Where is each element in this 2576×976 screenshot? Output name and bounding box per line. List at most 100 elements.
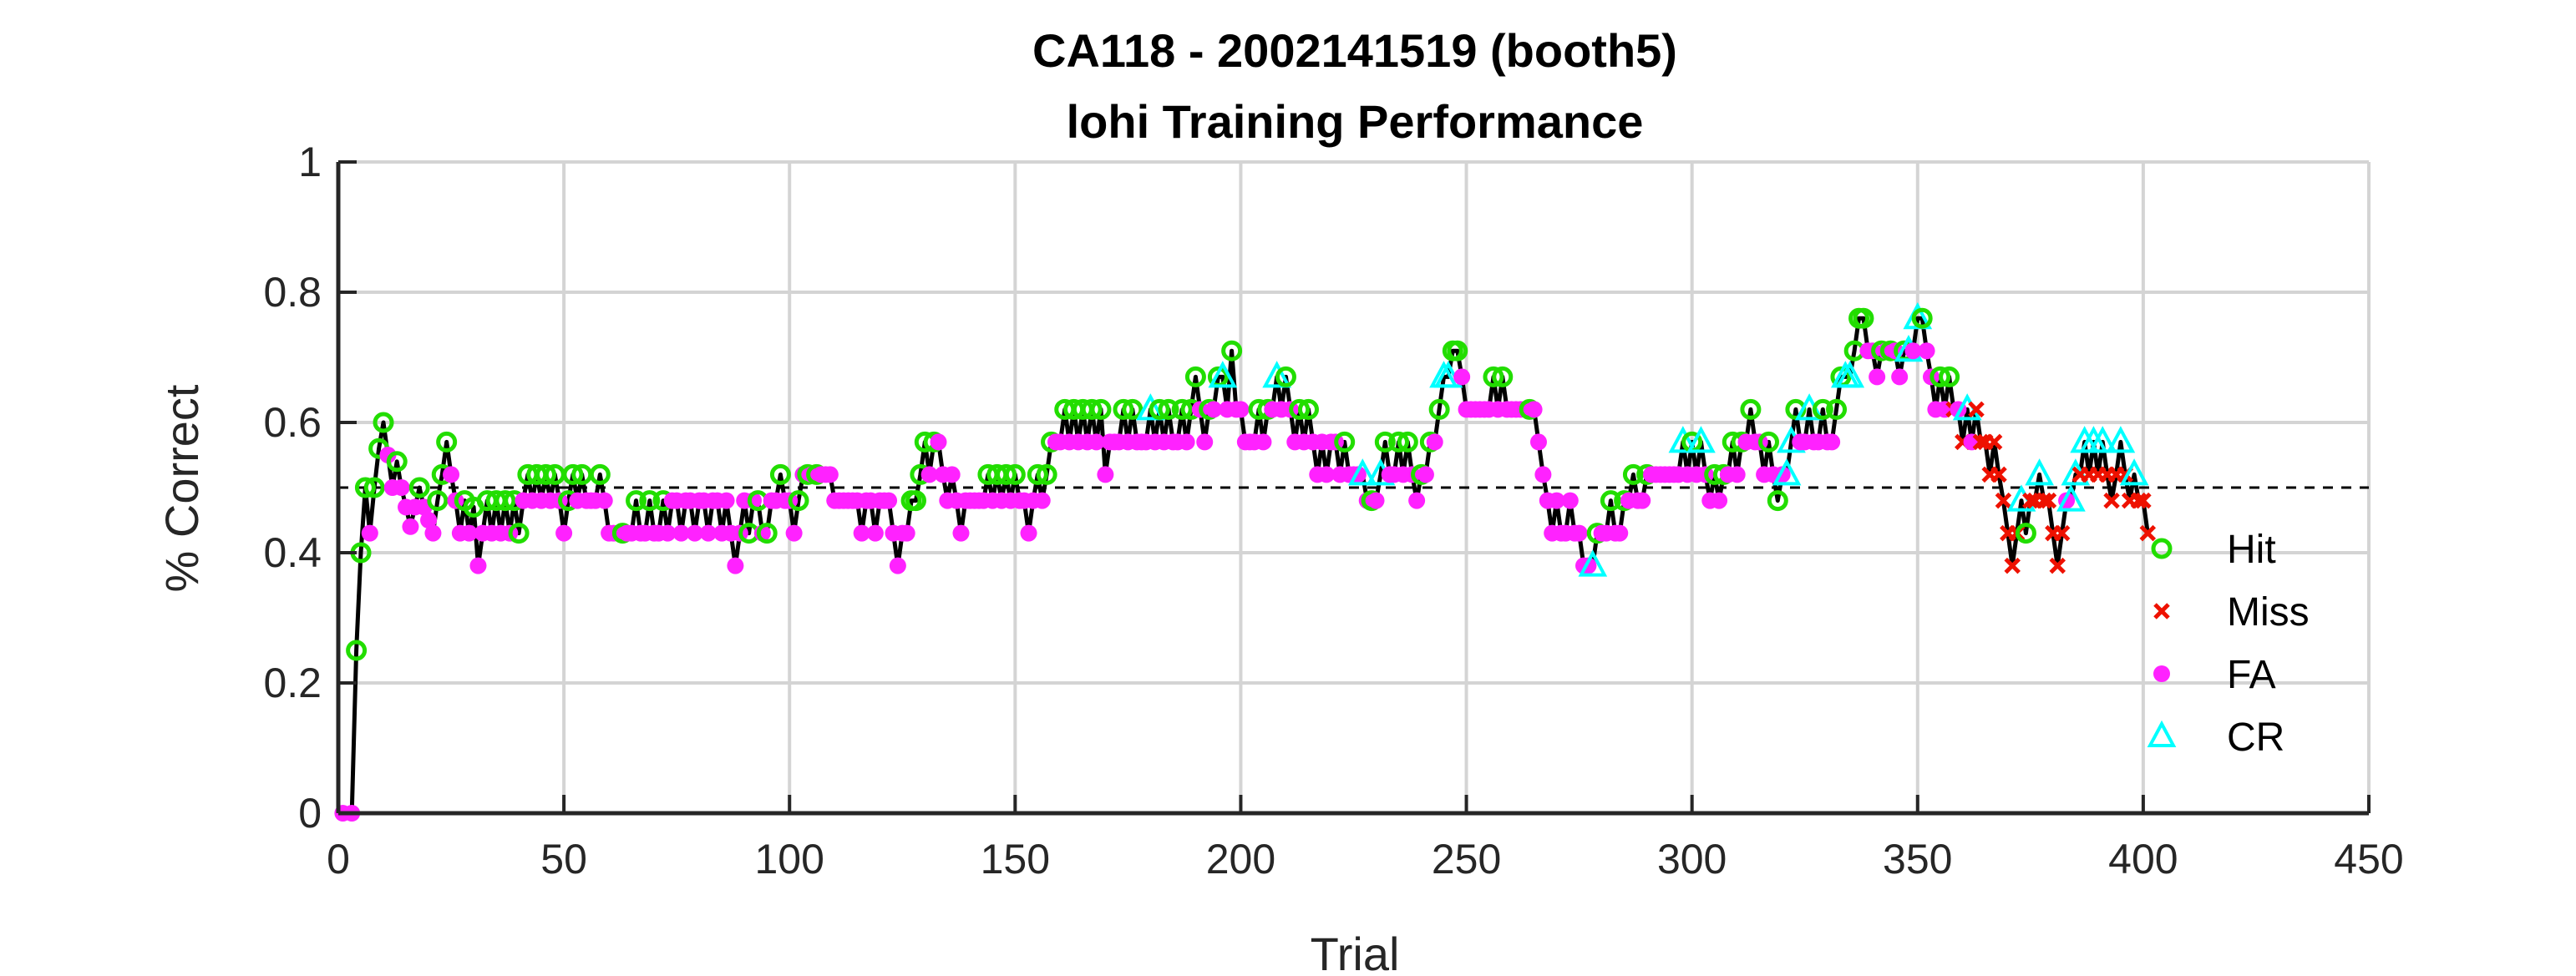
fa-marker	[1097, 466, 1114, 483]
fa-marker	[1525, 401, 1543, 418]
fa-marker	[1196, 433, 1214, 451]
fa-marker	[686, 524, 703, 542]
fa-marker	[460, 524, 478, 542]
y-tick-label: 0.4	[263, 529, 322, 576]
fa-marker	[1534, 466, 1552, 483]
hit-marker	[1622, 463, 1644, 485]
miss-marker	[2040, 492, 2057, 509]
fa-marker	[821, 466, 839, 483]
miss-marker	[2004, 557, 2021, 574]
fa-marker	[361, 524, 378, 542]
fa-marker	[1232, 401, 1250, 418]
fa-marker	[1823, 433, 1841, 451]
hit-marker	[769, 463, 791, 485]
fa-marker	[1634, 492, 1651, 509]
tick-labels: 0 50 100 150 200 250 300 350 400 450 0 0.2 0.4 0.6 0.8…	[263, 139, 2403, 882]
hit-marker	[905, 490, 926, 512]
hit-marker	[1767, 490, 1788, 512]
x-tick-label: 300	[1657, 836, 1727, 882]
fa-marker	[880, 492, 898, 509]
fa-marker	[943, 466, 961, 483]
fa-marker	[930, 433, 947, 451]
fa-marker	[853, 524, 870, 542]
hit-marker	[1113, 398, 1134, 420]
fa-marker	[469, 557, 487, 574]
x-tick-label: 0	[327, 836, 350, 882]
fa-marker	[596, 492, 613, 509]
fa-marker	[1255, 433, 1272, 451]
fa-marker	[1869, 368, 1886, 386]
cr-marker	[2087, 426, 2117, 453]
hit-marker	[1740, 398, 1762, 420]
hit-marker	[589, 463, 611, 485]
cr-marker	[1668, 426, 1698, 453]
fa-marker	[1548, 492, 1565, 509]
hit-marker	[562, 463, 584, 485]
fa-marker	[898, 524, 915, 542]
fa-marker	[420, 512, 438, 528]
fa-marker	[672, 524, 690, 542]
fa-marker	[1561, 492, 1579, 509]
fa-marker	[1611, 524, 1629, 542]
hit-marker	[1297, 398, 1319, 420]
legend-entry: CR	[2147, 716, 2284, 760]
fa-marker	[1367, 492, 1385, 509]
chart-subtitle: lohi Training Performance	[1067, 95, 1644, 148]
hit-marker	[1600, 490, 1621, 512]
hit-marker	[427, 490, 449, 512]
hit-marker	[1758, 431, 1780, 453]
miss-legend-icon	[2153, 603, 2170, 619]
hit-marker	[1158, 398, 1179, 420]
y-tick-label: 0	[298, 790, 322, 837]
legend-label: Hit	[2227, 528, 2276, 572]
hit-marker	[1939, 366, 1960, 387]
fa-marker	[443, 466, 460, 483]
miss-marker	[2053, 524, 2071, 542]
fa-marker	[424, 524, 442, 542]
hit-marker	[1853, 307, 1874, 329]
fa-marker	[1711, 492, 1728, 509]
hit-marker	[1289, 398, 1311, 420]
fa-marker	[1088, 433, 1105, 451]
chart-title: CA118 - 2002141519 (booth5)	[1032, 24, 1677, 77]
hit-marker	[639, 490, 661, 512]
cr-marker	[2056, 484, 2086, 512]
fa-marker	[866, 524, 884, 542]
cr-marker	[1686, 426, 1716, 453]
miss-marker	[1995, 492, 2012, 509]
hit-marker	[436, 431, 458, 453]
cr-marker	[1835, 361, 1865, 388]
miss-marker	[2139, 524, 2157, 542]
hit-marker	[1149, 398, 1170, 420]
fa-marker	[1570, 524, 1588, 542]
hit-marker	[1036, 463, 1057, 485]
legend-label: Miss	[2227, 590, 2310, 635]
fa-marker	[699, 524, 717, 542]
hit-marker	[1397, 431, 1418, 453]
x-tick-label: 200	[1206, 836, 1275, 882]
hit-marker	[788, 490, 809, 512]
y-axis-label: % Correct	[155, 384, 208, 592]
fa-marker	[1178, 433, 1195, 451]
x-tick-label: 450	[2334, 836, 2403, 882]
fa-marker	[555, 524, 573, 542]
fa-marker	[1408, 492, 1426, 509]
hit-marker	[1334, 431, 1356, 453]
fa-marker	[1529, 433, 1547, 451]
cr-marker	[1578, 549, 1608, 577]
hit-marker	[1275, 366, 1296, 387]
cr-marker	[1208, 361, 1238, 388]
cr-marker	[2106, 426, 2136, 453]
miss-marker	[2049, 557, 2066, 574]
hit-marker	[1911, 307, 1933, 329]
legend-label: CR	[2227, 716, 2284, 760]
hit-marker	[626, 490, 647, 512]
cr-marker	[2025, 458, 2054, 486]
fa-marker	[1426, 433, 1443, 451]
fa-marker	[785, 524, 803, 542]
hit-marker	[1004, 463, 1026, 485]
miss-marker	[2135, 492, 2152, 509]
y-tick-label: 0.2	[263, 660, 322, 706]
hit-marker	[535, 463, 557, 485]
miss-marker	[2022, 492, 2039, 509]
